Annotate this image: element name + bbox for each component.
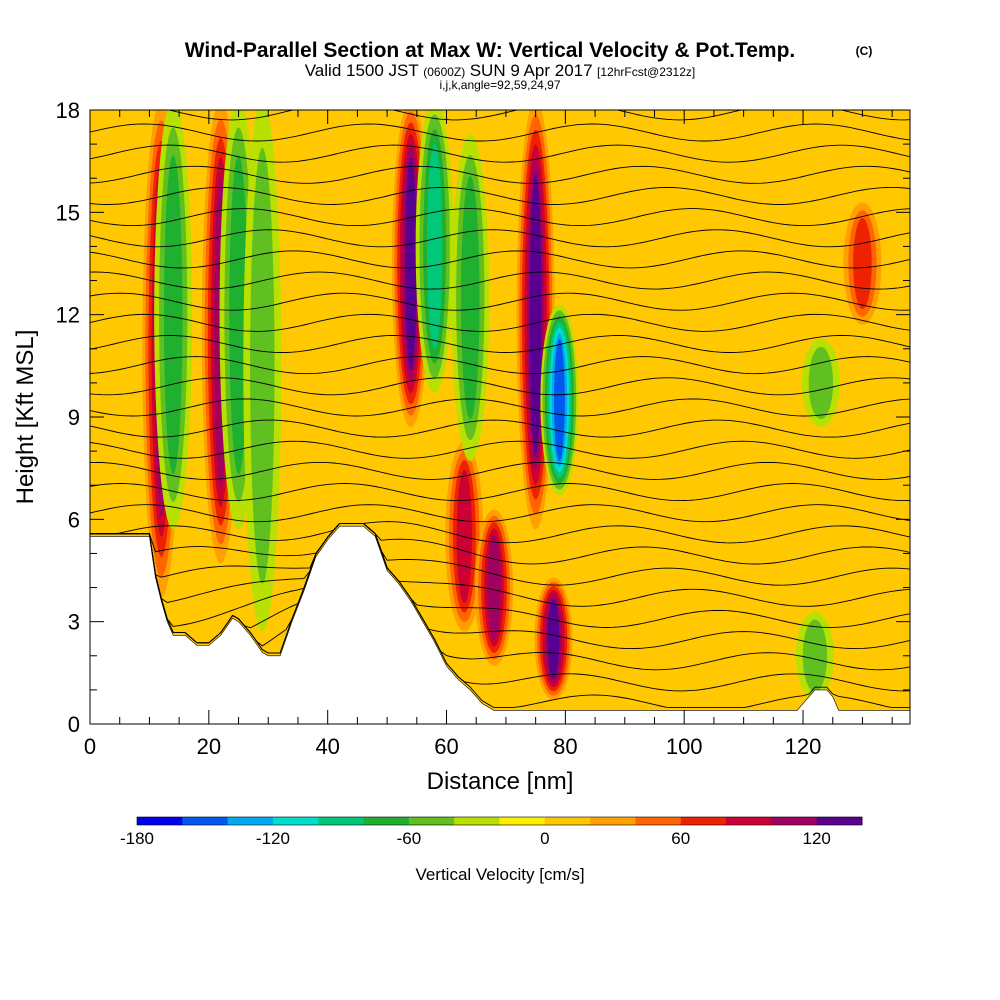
theta-contour-line bbox=[90, 521, 910, 544]
colorbar-swatch bbox=[408, 817, 455, 825]
colorbar-swatch bbox=[318, 817, 365, 825]
colorbar-tick-label: 0 bbox=[540, 829, 549, 848]
colorbar-swatch bbox=[680, 817, 727, 825]
theta-contours bbox=[90, 110, 910, 709]
theta-contour-line bbox=[90, 522, 910, 565]
colorbar-tick-label: -120 bbox=[256, 829, 290, 848]
chart-indices: i,j,k,angle=92,59,24,97 bbox=[439, 78, 560, 92]
y-tick-label: 0 bbox=[68, 712, 80, 737]
theta-contour-line bbox=[90, 229, 910, 248]
colorbar-title: Vertical Velocity [cm/s] bbox=[415, 865, 584, 884]
x-tick-label: 0 bbox=[84, 734, 96, 759]
y-tick-label: 18 bbox=[56, 98, 80, 123]
theta-contour-line bbox=[90, 165, 910, 184]
theta-contour-line bbox=[90, 419, 910, 438]
theta-contour-line bbox=[90, 440, 910, 459]
y-tick-label: 9 bbox=[68, 405, 80, 430]
theta-contour-line bbox=[90, 356, 910, 375]
x-axis-title: Distance [nm] bbox=[427, 768, 574, 795]
theta-contour-line bbox=[90, 461, 910, 480]
colorbar-swatch bbox=[227, 817, 274, 825]
velocity-cell bbox=[529, 174, 542, 456]
y-tick-label: 15 bbox=[56, 200, 80, 225]
theta-contour-line bbox=[167, 110, 910, 121]
velocity-cell bbox=[426, 143, 443, 349]
y-tick-label: 6 bbox=[68, 507, 80, 532]
theta-contour-line bbox=[90, 144, 910, 163]
colorbar-swatch bbox=[590, 817, 636, 825]
copyright-mark: (C) bbox=[856, 44, 873, 58]
theta-contour-line bbox=[90, 522, 910, 650]
colorbar-tick-label: 60 bbox=[671, 829, 690, 848]
colorbar-tick-label: 120 bbox=[803, 829, 831, 848]
colorbar-swatch bbox=[726, 817, 772, 825]
colorbar-swatch bbox=[137, 817, 183, 825]
colorbar-swatch bbox=[771, 817, 818, 825]
colorbar-tick-label: -60 bbox=[397, 829, 422, 848]
theta-contour-line bbox=[90, 522, 910, 607]
velocity-cell bbox=[487, 534, 501, 641]
velocity-cell bbox=[163, 155, 183, 475]
colorbar-tick-label: -180 bbox=[120, 829, 154, 848]
y-axis-title: Height [Kft MSL] bbox=[12, 330, 39, 505]
y-tick-label: 3 bbox=[68, 610, 80, 635]
velocity-cell bbox=[404, 156, 417, 371]
theta-contour-line bbox=[90, 292, 910, 311]
velocity-cell bbox=[853, 218, 872, 309]
colorbar-swatch bbox=[499, 817, 546, 825]
colorbar-swatch bbox=[272, 817, 319, 825]
colorbar: -180 -120 -60 0 60 120 bbox=[120, 816, 863, 848]
velocity-cell bbox=[808, 346, 834, 420]
velocity-cell bbox=[547, 598, 560, 679]
colorbar-swatch bbox=[182, 817, 229, 825]
theta-contour-line bbox=[90, 504, 910, 523]
chart-title: Wind-Parallel Section at Max W: Vertical… bbox=[185, 39, 796, 62]
axes: 0 20 40 60 80 100 120 0 3 6 9 12 15 18 bbox=[56, 98, 910, 759]
colorbar-frame bbox=[136, 816, 863, 826]
x-tick-label: 80 bbox=[553, 734, 577, 759]
plot-area bbox=[90, 110, 910, 724]
x-tick-label: 60 bbox=[434, 734, 458, 759]
velocity-cell bbox=[802, 619, 828, 692]
theta-contour-line bbox=[90, 483, 910, 502]
theta-contour-line bbox=[90, 398, 910, 417]
colorbar-swatch bbox=[635, 817, 682, 825]
x-tick-label: 20 bbox=[197, 734, 221, 759]
colorbar-swatch bbox=[363, 817, 410, 825]
chart-subtitle: Valid 1500 JST (0600Z) SUN 9 Apr 2017 [1… bbox=[305, 61, 696, 80]
theta-contour-line bbox=[90, 313, 910, 332]
theta-contour-line bbox=[90, 377, 910, 396]
colorbar-swatch bbox=[816, 817, 863, 825]
theta-contour-line bbox=[90, 271, 910, 290]
theta-contour-line bbox=[90, 186, 910, 205]
x-tick-label: 100 bbox=[666, 734, 703, 759]
theta-contour-line bbox=[90, 123, 910, 142]
velocity-cell bbox=[229, 155, 248, 475]
theta-contour-line bbox=[90, 522, 910, 628]
colorbar-swatch bbox=[454, 817, 500, 825]
velocity-cell bbox=[250, 147, 275, 584]
x-tick-label: 120 bbox=[785, 734, 822, 759]
x-tick-label: 40 bbox=[315, 734, 339, 759]
theta-contour-line bbox=[90, 250, 910, 269]
theta-contour-line bbox=[90, 335, 910, 353]
theta-contour-line bbox=[90, 208, 910, 227]
terrain-mask bbox=[90, 525, 910, 724]
velocity-cell bbox=[461, 176, 480, 420]
velocity-cell bbox=[554, 338, 565, 461]
colorbar-swatch bbox=[544, 817, 591, 825]
theta-contour-line bbox=[90, 522, 910, 586]
y-tick-label: 12 bbox=[56, 303, 80, 328]
